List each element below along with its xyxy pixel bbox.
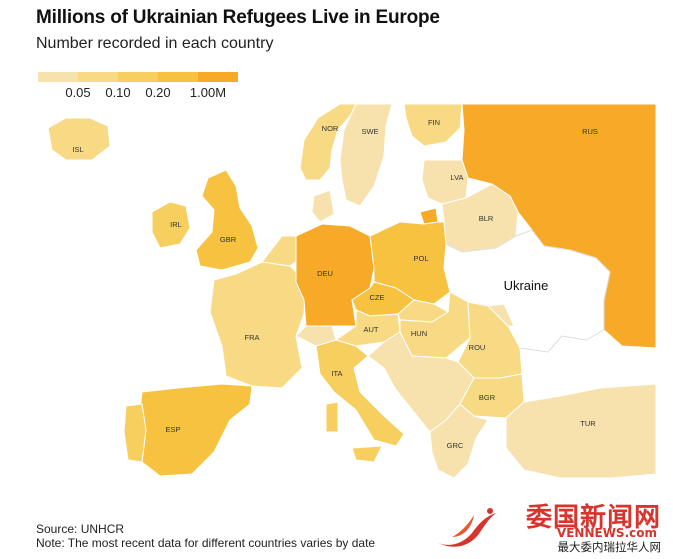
label-BLR: BLR — [479, 214, 494, 223]
country-FRA — [209, 261, 307, 389]
legend-swatch-1 — [38, 72, 78, 82]
label-FIN: FIN — [428, 118, 440, 127]
label-ISL: ISL — [72, 145, 83, 154]
label-NOR: NOR — [322, 124, 339, 133]
label-POL: POL — [413, 254, 428, 263]
label-GRC: GRC — [447, 441, 464, 450]
label-ESP: ESP — [165, 425, 180, 434]
country-ISL — [47, 117, 111, 161]
watermark-title: 委国新闻网 — [525, 503, 661, 533]
legend-swatch-5 — [198, 72, 238, 82]
bird-logo-icon — [438, 508, 496, 547]
label-TUR: TUR — [580, 419, 596, 428]
legend-tick-4: 1.00M — [189, 85, 227, 100]
label-CZE: CZE — [370, 293, 385, 302]
legend-swatch-3 — [118, 72, 158, 82]
watermark-url: VENNEWS.com — [556, 526, 657, 540]
country-LVA — [421, 159, 469, 205]
label-FRA: FRA — [245, 333, 260, 342]
label-HUN: HUN — [411, 329, 427, 338]
country-SWE — [339, 103, 393, 207]
label-DEU: DEU — [317, 269, 333, 278]
label-GBR: GBR — [220, 235, 237, 244]
footer: Source: UNHCR Note: The most recent data… — [36, 522, 375, 550]
country-BENELUX — [261, 235, 299, 267]
label-BGR: BGR — [479, 393, 496, 402]
chart-subtitle: Number recorded in each country — [36, 35, 274, 52]
label-SWE: SWE — [361, 127, 378, 136]
legend-tick-3: 0.20 — [145, 85, 171, 100]
country-ITA — [315, 339, 405, 447]
country-CHE — [295, 325, 337, 347]
label-RUS: RUS — [582, 127, 598, 136]
europe-map: ISL NOR SWE FIN RUS LVA BLR IRL GBR DEU … — [47, 103, 657, 479]
legend-swatch-4 — [158, 72, 198, 82]
country-TUR — [505, 383, 657, 479]
legend-tick-1: 0.05 — [65, 85, 91, 100]
label-AUT: AUT — [364, 325, 379, 334]
label-ITA: ITA — [331, 369, 342, 378]
color-legend: 0.05 0.10 0.20 1.00M — [38, 72, 238, 101]
source-note: Source: UNHCR — [36, 522, 125, 536]
country-ESP — [139, 383, 253, 477]
watermark-tagline: 最大委内瑞拉华人网 — [557, 540, 662, 554]
label-IRL: IRL — [170, 220, 182, 229]
legend-ticks: 0.05 0.10 0.20 1.00M — [38, 85, 238, 101]
country-ITA-sicily — [351, 445, 383, 463]
watermark: 委国新闻网 VENNEWS.com 最大委内瑞拉华人网 — [432, 497, 667, 555]
country-MDA — [487, 303, 515, 327]
country-GBR — [195, 169, 259, 271]
label-ROU: ROU — [469, 343, 486, 352]
legend-swatch-2 — [78, 72, 118, 82]
country-NOR — [299, 103, 357, 181]
country-IRL — [151, 201, 191, 249]
label-LVA: LVA — [450, 173, 463, 182]
country-DNK — [311, 189, 335, 223]
data-note: Note: The most recent data for different… — [36, 536, 376, 550]
legend-bar — [38, 72, 238, 82]
legend-tick-2: 0.10 — [105, 85, 131, 100]
label-ukraine: Ukraine — [504, 278, 549, 293]
country-RUS-kaliningrad — [419, 207, 439, 225]
country-GRC — [429, 403, 489, 479]
country-FIN — [403, 103, 463, 147]
chart-title: Millions of Ukrainian Refugees Live in E… — [36, 7, 440, 28]
country-ITA-sardinia — [325, 401, 339, 433]
country-PRT — [123, 403, 147, 463]
